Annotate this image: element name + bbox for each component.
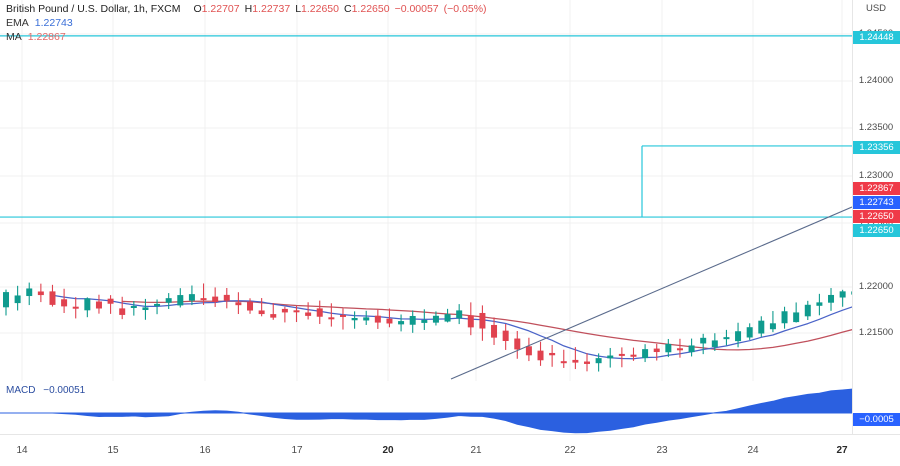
price-axis-currency: USD bbox=[853, 3, 899, 14]
ohlc-change: −0.00057 bbox=[395, 3, 439, 16]
time-tick-8: 24 bbox=[747, 445, 758, 456]
price-tick-5: 1.22000 bbox=[853, 281, 899, 292]
symbol-title[interactable]: British Pound / U.S. Dollar, 1h, FXCM bbox=[6, 3, 180, 16]
macd-axis[interactable]: −0.0005 bbox=[852, 382, 900, 434]
resistance-price-badge[interactable]: 1.23356 bbox=[853, 141, 900, 154]
macd-legend: MACD −0.00051 bbox=[6, 385, 85, 396]
price-chart-pane[interactable] bbox=[0, 0, 852, 381]
chart-legend: British Pound / U.S. Dollar, 1h, FXCM O1… bbox=[6, 3, 487, 44]
indicator-ma-label: MA bbox=[6, 31, 22, 44]
time-tick-6: 22 bbox=[564, 445, 575, 456]
ma-price-badge[interactable]: 1.22867 bbox=[853, 182, 900, 195]
price-tick-2: 1.23500 bbox=[853, 122, 899, 133]
ohlc-change-percent: (−0.05%) bbox=[444, 3, 487, 16]
resistance-top-price-badge[interactable]: 1.24448 bbox=[853, 31, 900, 44]
ohlc-low: L1.22650 bbox=[295, 3, 339, 16]
ohlc-high: H1.22737 bbox=[245, 3, 291, 16]
ema-price-badge[interactable]: 1.22743 bbox=[853, 196, 900, 209]
time-tick-0: 14 bbox=[16, 445, 27, 456]
ema-line bbox=[53, 155, 853, 359]
ohlc-low-value: 1.22650 bbox=[301, 3, 339, 15]
price-axis[interactable]: USD 1.245001.240001.235001.230001.225001… bbox=[852, 0, 900, 434]
price-tick-3: 1.23000 bbox=[853, 170, 899, 181]
time-tick-5: 21 bbox=[470, 445, 481, 456]
time-tick-1: 15 bbox=[107, 445, 118, 456]
time-tick-9: 27 bbox=[836, 445, 847, 456]
time-axis[interactable]: 14 15 16 17 20 21 22 23 24 27 bbox=[0, 434, 900, 466]
indicator-ema-row[interactable]: EMA 1.22743 bbox=[6, 17, 487, 30]
ma-line bbox=[122, 171, 852, 350]
indicator-ma-row[interactable]: MA 1.22867 bbox=[6, 31, 487, 44]
price-tick-6: 1.21500 bbox=[853, 327, 899, 338]
macd-plot bbox=[0, 382, 852, 434]
indicator-ema-value: 1.22743 bbox=[35, 17, 73, 30]
candlestick-series bbox=[3, 133, 852, 372]
time-tick-4: 20 bbox=[382, 445, 393, 456]
macd-value-badge: −0.0005 bbox=[853, 413, 900, 426]
ohlc-open-value: 1.22707 bbox=[202, 3, 240, 15]
macd-area-series bbox=[0, 387, 852, 433]
indicator-ma-value: 1.22867 bbox=[28, 31, 66, 44]
ohlc-high-value: 1.22737 bbox=[252, 3, 290, 15]
symbol-ohlc-row: British Pound / U.S. Dollar, 1h, FXCM O1… bbox=[6, 3, 487, 16]
time-tick-3: 17 bbox=[291, 445, 302, 456]
ohlc-close-value: 1.22650 bbox=[352, 3, 390, 15]
indicator-ema-label: EMA bbox=[6, 17, 29, 30]
macd-label: MACD bbox=[6, 385, 35, 396]
macd-value: −0.00051 bbox=[43, 385, 85, 396]
chart-drawings[interactable] bbox=[0, 36, 852, 217]
last-price-badge[interactable]: 1.22650 bbox=[853, 210, 900, 223]
ohlc-open: O1.22707 bbox=[193, 3, 239, 16]
price-gridlines bbox=[0, 0, 852, 381]
price-tick-1: 1.24000 bbox=[853, 75, 899, 86]
support-price-badge[interactable]: 1.22650 bbox=[853, 224, 900, 237]
time-tick-2: 16 bbox=[199, 445, 210, 456]
price-plot bbox=[0, 0, 852, 381]
macd-pane[interactable] bbox=[0, 382, 852, 434]
time-tick-7: 23 bbox=[656, 445, 667, 456]
ohlc-close: C1.22650 bbox=[344, 3, 390, 16]
